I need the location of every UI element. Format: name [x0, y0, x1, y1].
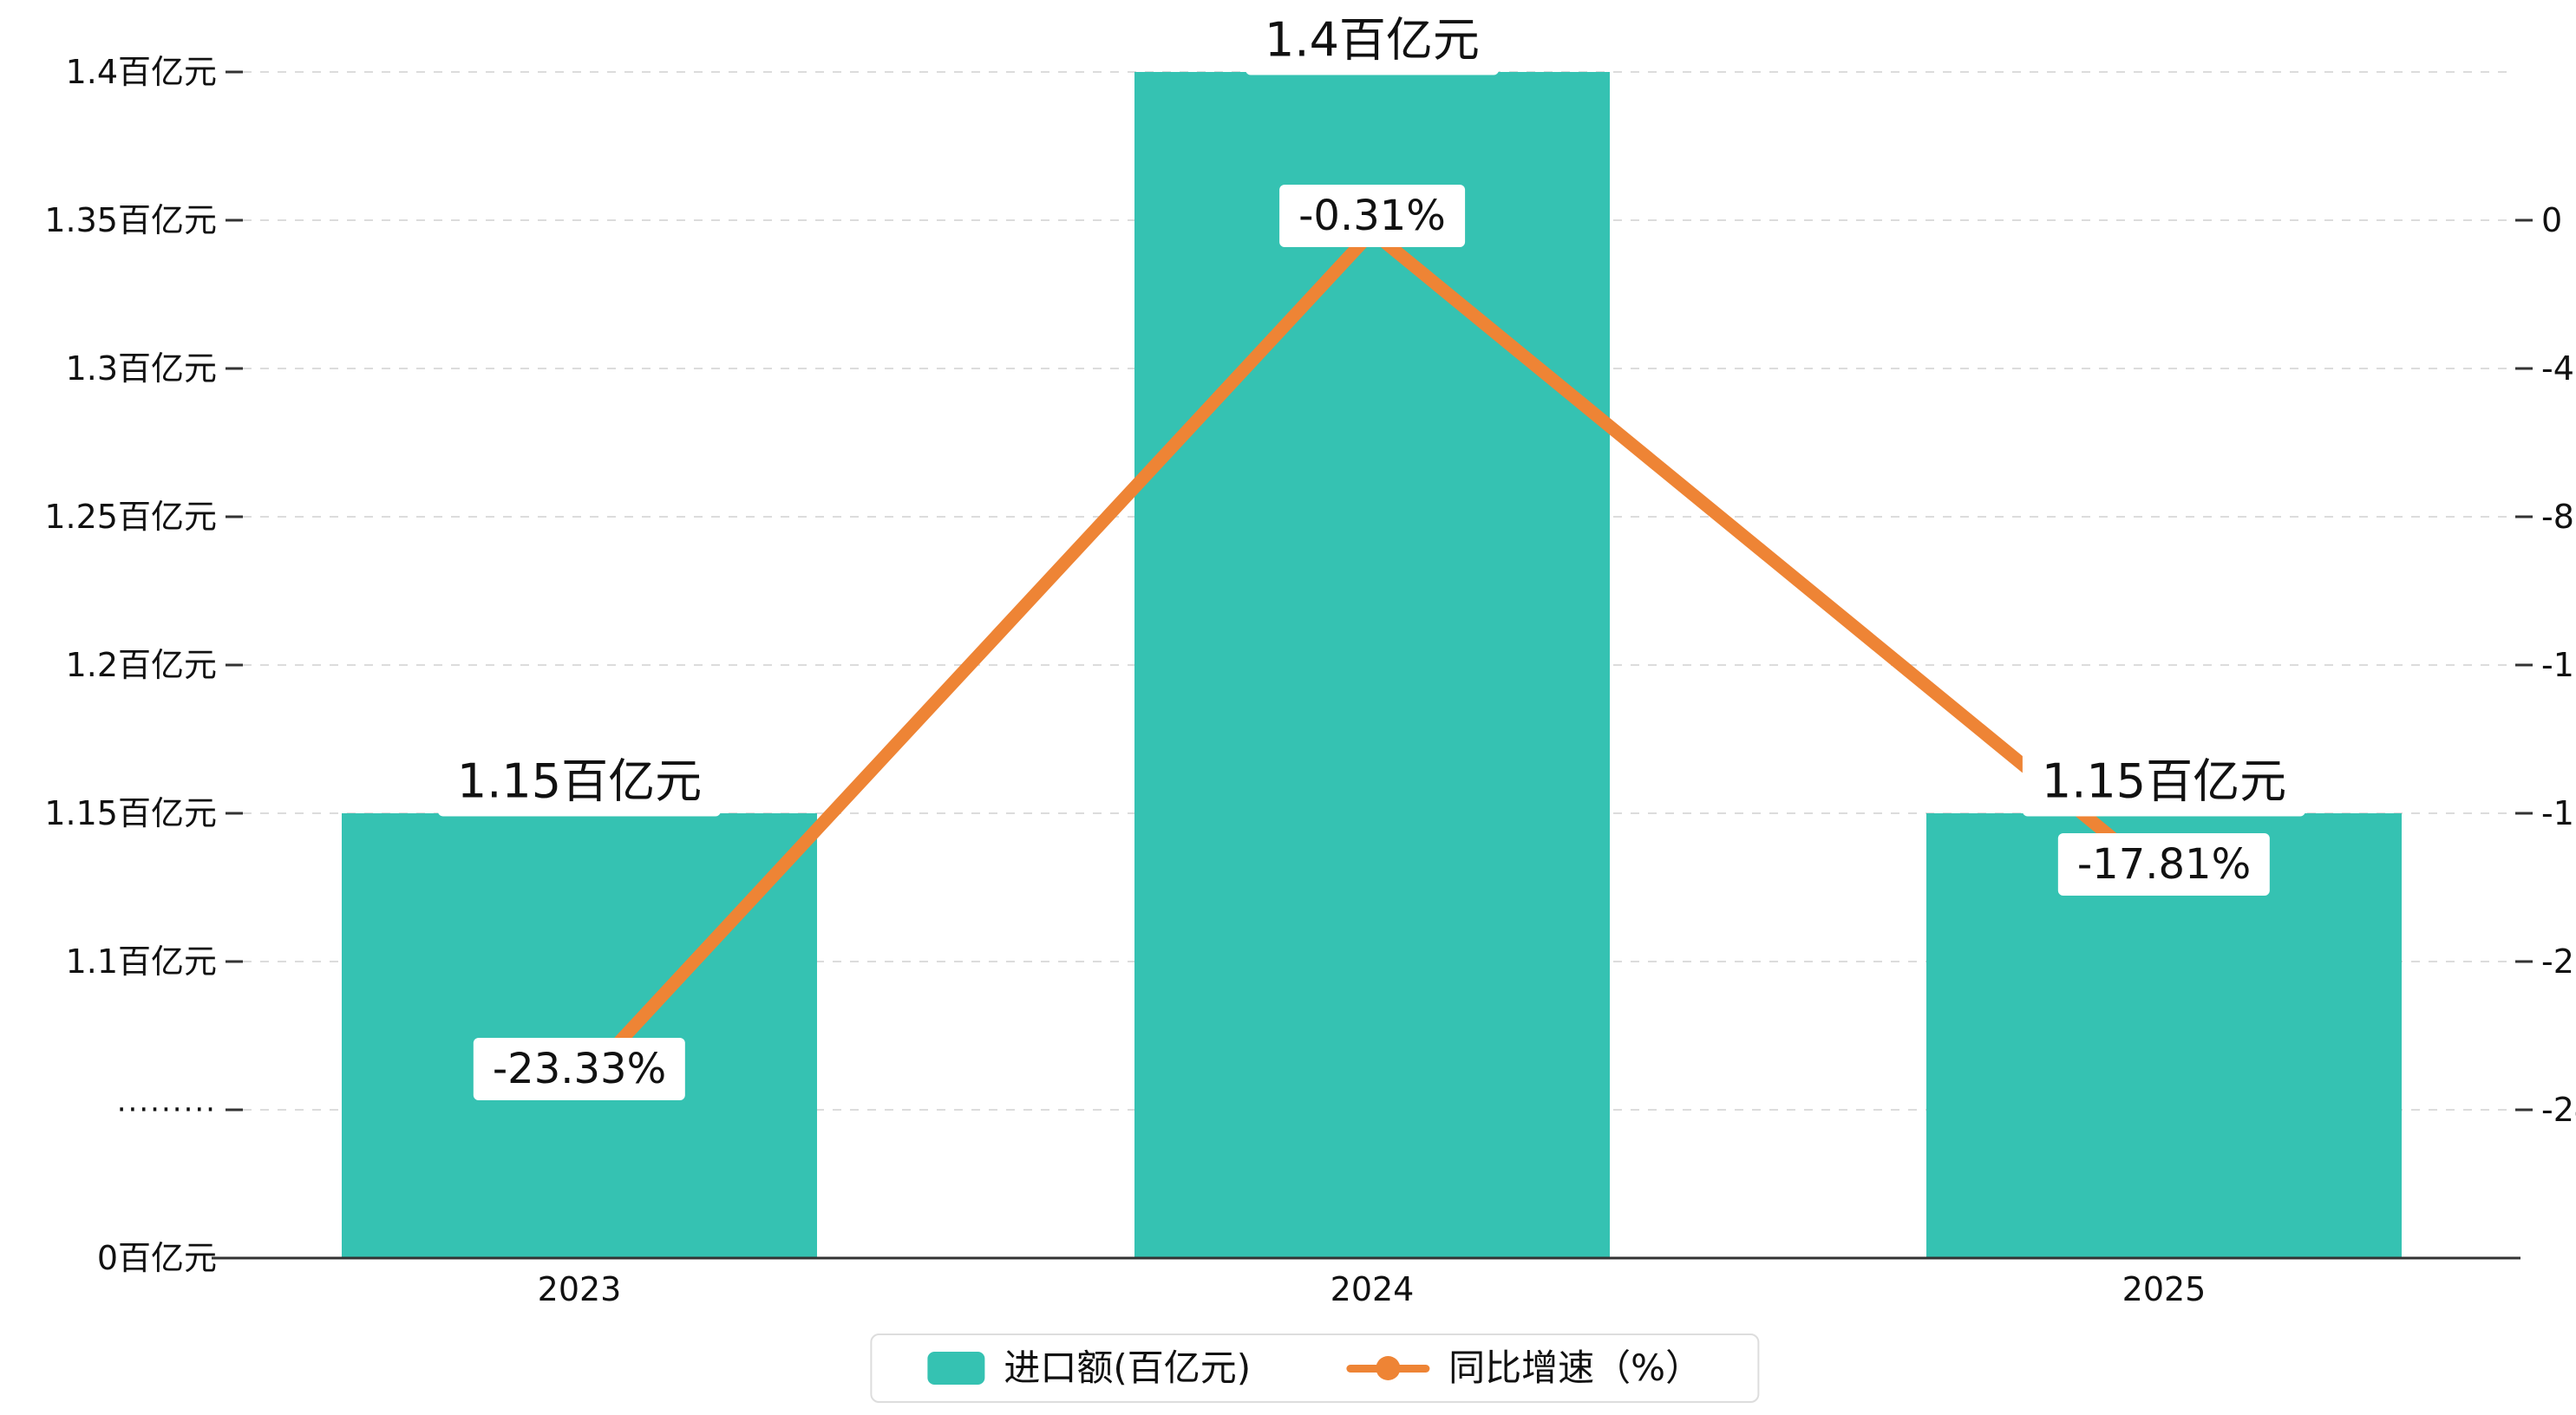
- y-right-tick-label: 0: [2541, 201, 2563, 239]
- y-left-tick-label: 1.35百亿元: [44, 201, 217, 239]
- bar-series-swatch-icon: [927, 1352, 985, 1385]
- x-tick-label-2023: 2023: [537, 1270, 622, 1308]
- y-right-tick-label: -24: [2541, 1091, 2576, 1129]
- legend-item-yoy-growth[interactable]: 同比增速（%）: [1346, 1347, 1702, 1389]
- x-tick-label-2024: 2024: [1330, 1270, 1415, 1308]
- axis-lines: [212, 70, 2533, 1260]
- bar-2024: [1134, 72, 1610, 1258]
- y-left-tick-label: 1.25百亿元: [44, 498, 217, 536]
- bar-2023: [342, 813, 817, 1258]
- bar-series: [342, 72, 2402, 1258]
- y-right-tick-label: -4: [2541, 349, 2574, 388]
- y-left-tick-label: 1.2百亿元: [65, 646, 217, 684]
- growth-point-2025: [2153, 869, 2175, 892]
- y-left-tick-label: 1.3百亿元: [65, 349, 217, 388]
- legend-label: 进口额(百亿元): [1004, 1347, 1252, 1389]
- growth-point-2024: [1361, 220, 1383, 244]
- legend-item-import-amount[interactable]: 进口额(百亿元): [927, 1347, 1251, 1389]
- y-right-tick-label: -16: [2541, 794, 2576, 832]
- y-right-tick-label: -20: [2541, 942, 2576, 981]
- axis-break-marker: ·········: [116, 1092, 217, 1127]
- y-right-tick-label: -12: [2541, 646, 2576, 684]
- y-left-tick-label: 0百亿元: [96, 1239, 217, 1277]
- growth-point-2023: [568, 1073, 591, 1097]
- y-left-tick-label: 1.1百亿元: [65, 942, 217, 981]
- line-series-marker-icon: [1346, 1352, 1430, 1385]
- y-right-tick-label: -8: [2541, 498, 2574, 536]
- x-tick-label-2025: 2025: [2122, 1270, 2207, 1308]
- y-left-tick-label: 1.4百亿元: [65, 53, 217, 91]
- y-left-tick-label: 1.15百亿元: [44, 794, 217, 832]
- legend: 进口额(百亿元) 同比增速（%）: [870, 1333, 1760, 1403]
- legend-label: 同比增速（%）: [1448, 1347, 1703, 1389]
